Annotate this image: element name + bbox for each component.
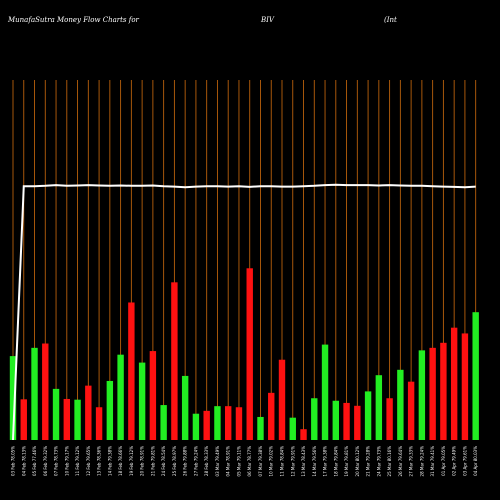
x-tick-label: 11 Feb 79.12% [75, 446, 80, 476]
money-flow-bar [171, 282, 178, 440]
money-flow-bar [278, 359, 286, 440]
money-flow-bar [214, 406, 221, 440]
x-tick-label: 10 Feb 79.17% [64, 446, 69, 476]
x-tick-label: 13 Feb 78.36% [97, 446, 102, 476]
x-tick-label: 21 Feb 79.81% [150, 446, 155, 476]
x-tick-label: 10 Mar 79.02% [269, 446, 274, 477]
money-flow-bar [31, 347, 38, 440]
money-flow-bar [63, 398, 70, 440]
money-flow-bar [74, 399, 81, 440]
x-tick-label: 18 Mar 79.84% [333, 446, 338, 477]
money-flow-bar [418, 350, 426, 440]
money-flow-bar [375, 375, 383, 440]
x-tick-label: 27 Mar 79.33% [409, 446, 414, 477]
x-tick-label: 17 Mar 79.38% [323, 446, 328, 477]
x-tick-label: 07 Feb 78.73% [54, 446, 59, 476]
money-flow-bar [235, 407, 243, 440]
x-tick-label: 11 Mar 78.84% [280, 446, 285, 477]
x-tick-label: 19 Mar 79.81% [344, 446, 349, 477]
money-flow-bar [192, 413, 200, 440]
money-flow-bar [300, 429, 307, 440]
money-flow-bar [354, 405, 361, 440]
money-flow-bar [268, 392, 275, 440]
x-tick-label: 12 Mar 79.91% [290, 446, 295, 477]
money-flow-bar [343, 402, 350, 440]
x-tick-label: 01 Apr 79.05% [441, 446, 446, 476]
money-flow-bar [450, 327, 458, 440]
money-flow-bar [397, 369, 404, 440]
company-name: (Int [384, 16, 397, 24]
money-flow-bar [128, 302, 135, 440]
money-flow-bar [332, 400, 339, 440]
money-flow-bar [20, 399, 27, 440]
money-flow-bar [225, 406, 232, 440]
price-line [12, 183, 476, 441]
money-flow-bar [472, 312, 479, 440]
money-flow-bar [386, 398, 393, 440]
money-flow-bar [311, 398, 318, 440]
x-tick-label: 20 Mar 80.12% [355, 446, 360, 477]
x-tick-label: 07 Mar 79.38% [258, 446, 263, 477]
x-tick-label: 25 Mar 80.16% [387, 446, 392, 477]
x-tick-label: 31 Mar 79.41% [430, 446, 435, 477]
money-flow-bar [321, 344, 329, 440]
x-tick-label: 25 Feb 78.97% [172, 446, 177, 476]
money-flow-bar [429, 347, 436, 440]
money-flow-bar [246, 268, 253, 440]
x-tick-label: 24 Feb 78.54% [161, 446, 166, 476]
money-flow-bar [160, 405, 167, 440]
x-tick-label: 14 Mar 79.56% [312, 446, 317, 477]
chart-header: MunafaSutra Money Flow Charts for BIV (I… [0, 0, 500, 30]
x-tick-label: 14 Feb 79.38% [107, 446, 112, 476]
x-tick-label: 06 Feb 79.32% [43, 446, 48, 476]
x-tick-label: 05 Feb 77.46% [32, 446, 37, 476]
money-flow-bar [461, 333, 469, 440]
x-tick-label: 21 Mar 79.28% [366, 446, 371, 477]
x-tick-label: 04 Feb 78.13% [21, 446, 26, 476]
money-flow-bar [106, 380, 114, 440]
money-flow-bar [9, 356, 17, 440]
x-tick-label: 19 Feb 79.12% [129, 446, 134, 476]
x-tick-label: 20 Feb 78.91% [140, 446, 145, 476]
x-tick-label: 27 Feb 79.24% [193, 446, 198, 476]
money-flow-bar [257, 416, 264, 440]
money-flow-bar [203, 410, 210, 440]
money-flow-bar [149, 351, 157, 440]
money-flow-bar [364, 391, 372, 440]
x-tick-label: 06 Mar 78.77% [247, 446, 252, 477]
site-title: MunafaSutra Money Flow Charts for [8, 16, 139, 24]
x-tick-label: 03 Feb 78.05% [11, 446, 16, 476]
x-tick-label: 04 Apr 80.03% [473, 446, 478, 476]
money-flow-bar [138, 362, 146, 440]
money-flow-bar [181, 375, 189, 440]
money-flow-bar [52, 388, 60, 440]
x-tick-label: 18 Feb 78.66% [118, 446, 123, 476]
stock-symbol: BIV [261, 16, 274, 24]
money-flow-bar [289, 417, 296, 440]
x-tick-label: 02 Apr 79.49% [452, 446, 457, 476]
x-tick-label: 12 Feb 79.65% [86, 446, 91, 476]
x-tick-label: 28 Feb 78.33% [204, 446, 209, 476]
money-flow-bar [42, 343, 49, 440]
x-tick-label: 26 Mar 79.64% [398, 446, 403, 477]
x-tick-label: 26 Feb 79.88% [183, 446, 188, 476]
x-tick-label: 05 Mar 79.11% [236, 446, 241, 477]
x-tick-label: 24 Mar 79.73% [376, 446, 381, 477]
money-flow-bar [85, 385, 92, 440]
x-tick-label: 04 Mar 78.91% [226, 446, 231, 477]
money-flow-bar [95, 407, 103, 440]
x-tick-label: 03 Apr 79.61% [462, 446, 467, 476]
money-flow-bar [117, 354, 124, 440]
x-tick-label: 03 Mar 79.49% [215, 446, 220, 477]
x-tick-label: 13 Mar 78.43% [301, 446, 306, 477]
money-flow-bar [440, 342, 447, 440]
money-flow-bar [407, 381, 415, 440]
x-tick-label: 28 Mar 79.24% [419, 446, 424, 477]
